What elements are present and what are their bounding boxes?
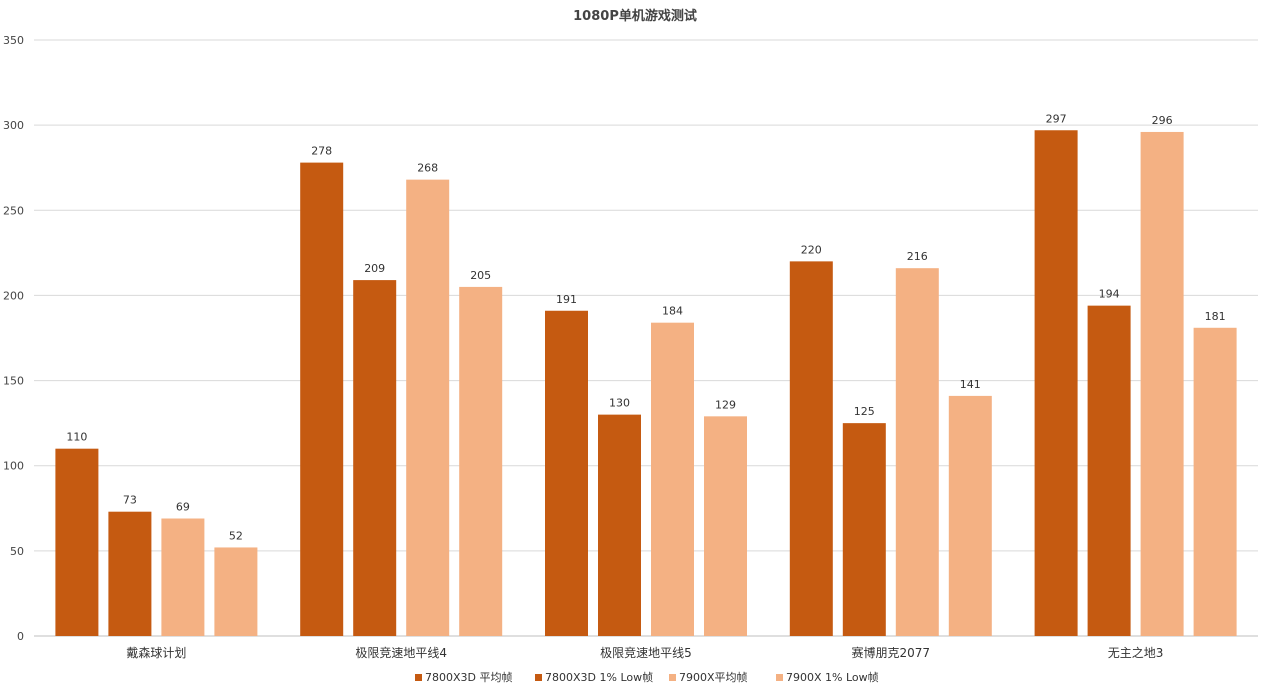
legend-label: 7800X3D 平均帧: [425, 670, 513, 684]
bar: [459, 286, 503, 636]
bar: [214, 547, 258, 636]
data-label: 69: [176, 501, 190, 514]
x-category-label: 赛博朋克2077: [852, 645, 931, 660]
x-category-label: 极限竞速地平线5: [600, 646, 692, 660]
data-label: 130: [609, 397, 630, 410]
y-tick-label: 150: [3, 375, 24, 388]
bar: [1193, 327, 1237, 636]
y-tick-label: 350: [3, 34, 24, 47]
data-label: 141: [960, 378, 981, 391]
data-label: 129: [715, 398, 736, 411]
bar: [598, 414, 641, 636]
y-tick-label: 0: [17, 630, 24, 643]
bar: [55, 448, 99, 636]
x-category-label: 无主之地3: [1108, 646, 1164, 660]
legend-label: 7800X3D 1% Low帧: [545, 670, 653, 684]
legend-item: 7900X平均帧: [669, 670, 748, 684]
data-label: 297: [1046, 112, 1067, 125]
legend-label: 7900X平均帧: [679, 670, 748, 684]
chart-title: 1080P单机游戏测试: [573, 8, 697, 24]
bar: [1087, 305, 1131, 636]
legend-swatch: [535, 674, 542, 681]
data-label: 205: [470, 269, 491, 282]
data-label: 194: [1099, 288, 1120, 301]
bar: [704, 416, 747, 636]
data-label: 191: [556, 293, 577, 306]
bar: [948, 395, 992, 636]
bar: [842, 423, 886, 636]
data-label: 52: [229, 529, 243, 542]
bar: [353, 280, 397, 636]
data-label: 216: [907, 250, 928, 263]
bar: [108, 511, 152, 636]
bar: [1140, 131, 1184, 636]
data-label: 73: [123, 494, 137, 507]
data-label: 296: [1152, 114, 1173, 127]
bars: [55, 130, 1237, 637]
data-label: 110: [66, 431, 87, 444]
bar: [895, 268, 939, 636]
y-tick-label: 100: [3, 460, 24, 473]
bar: [789, 261, 833, 636]
bar: [161, 518, 205, 636]
data-label: 125: [854, 405, 875, 418]
bar: [300, 162, 344, 636]
legend-label: 7900X 1% Low帧: [786, 670, 879, 684]
y-tick-label: 250: [3, 204, 24, 217]
y-tick-label: 50: [10, 545, 24, 558]
data-label: 278: [311, 145, 332, 158]
legend: 7800X3D 平均帧 7800X3D 1% Low帧 7900X平均帧 7900X …: [415, 670, 879, 684]
bar: [1034, 130, 1078, 636]
legend-swatch: [415, 674, 422, 681]
legend-swatch: [776, 674, 783, 681]
y-axis-ticks: 0 50 100 150 200 250 300 350: [3, 34, 24, 643]
data-labels: 110 73 69 52 278 209 268 205 191 130 184 129 220 125 2…: [66, 112, 1225, 542]
legend-item: 7900X 1% Low帧: [776, 670, 879, 684]
data-label: 268: [417, 162, 438, 175]
x-category-label: 极限竞速地平线4: [355, 646, 447, 660]
data-label: 209: [364, 262, 385, 275]
data-label: 181: [1205, 310, 1226, 323]
data-label: 220: [801, 243, 822, 256]
bar: [651, 322, 694, 636]
x-axis-categories: 戴森球计划 极限竞速地平线4 极限竞速地平线5 赛博朋克2077 无主之地3: [126, 645, 1163, 660]
x-category-label: 戴森球计划: [126, 645, 186, 660]
data-label: 184: [662, 305, 683, 318]
bar: [545, 310, 588, 636]
legend-swatch: [669, 674, 676, 681]
y-tick-label: 200: [3, 289, 24, 302]
y-tick-label: 300: [3, 119, 24, 132]
bar: [406, 179, 450, 637]
legend-item: 7800X3D 平均帧: [415, 670, 513, 684]
legend-item: 7800X3D 1% Low帧: [535, 670, 653, 684]
